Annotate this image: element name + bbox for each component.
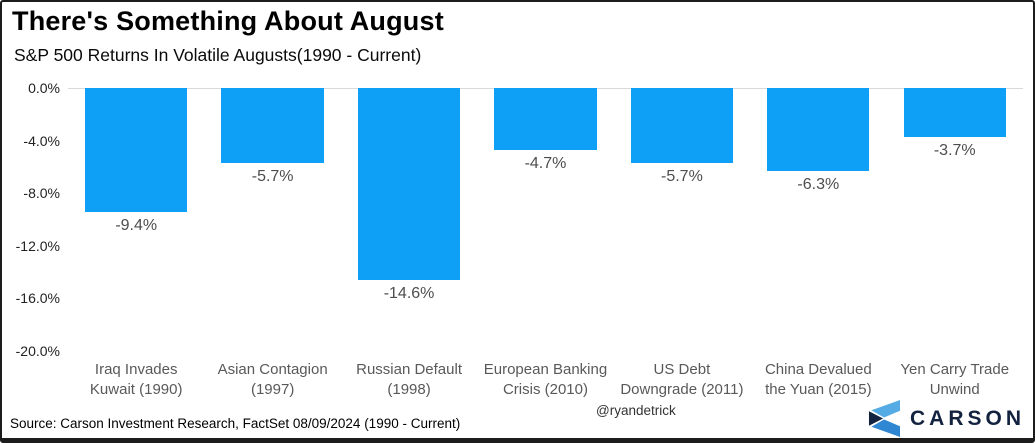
category-label-line: Asian Contagion — [217, 361, 328, 378]
plot-area: -9.4% -5.7% -14.6% -4.7% -5.7% -6.3% -3.7% — [68, 88, 1023, 351]
y-tick-label: -20.0% — [15, 343, 60, 359]
chart-subtitle: S&P 500 Returns In Volatile Augusts(1990… — [14, 45, 422, 65]
chart-title: There's Something About August — [12, 6, 444, 36]
bar — [221, 88, 324, 163]
category-label-line: Russian Default — [356, 361, 462, 378]
y-tick-label: -4.0% — [23, 132, 60, 149]
source-note: Source: Carson Investment Research, Fact… — [10, 416, 461, 431]
category-label-line: Iraq Invades — [94, 361, 178, 378]
bar-column: -4.7% — [477, 88, 613, 173]
carson-logo-text: CARSON — [909, 406, 1025, 430]
bar-column: -5.7% — [204, 88, 340, 186]
y-tick-label: -8.0% — [23, 185, 60, 202]
category-label-line: US Debt — [653, 361, 711, 378]
x-axis-labels: Iraq Invades Kuwait (1990) Asian Contagion… — [68, 351, 1023, 399]
category-label-line: China Devalued — [764, 361, 872, 378]
bar — [494, 88, 597, 150]
bar-chart: 0.0% -4.0% -8.0% -12.0% -16.0% -20.0% -9.4% -5… — [2, 80, 1023, 399]
footer: Source: Carson Investment Research, Fact… — [2, 398, 1033, 438]
category-label: China Devalued the Yuan (2015) — [750, 360, 886, 399]
bar-value-label: -6.3% — [797, 175, 840, 193]
y-tick-label: -16.0% — [15, 290, 60, 307]
carson-logo-icon — [868, 400, 901, 437]
carson-logo: CARSON — [868, 399, 1025, 438]
category-label: Iraq Invades Kuwait (1990) — [68, 360, 204, 399]
category-label-line: European Banking — [483, 361, 608, 378]
bar-column: -3.7% — [887, 88, 1023, 160]
bar-column: -6.3% — [750, 88, 886, 194]
y-axis: 0.0% -4.0% -8.0% -12.0% -16.0% -20.0% — [2, 80, 64, 359]
y-tick-label: -12.0% — [15, 237, 60, 254]
bar — [630, 88, 734, 163]
bar-column: -14.6% — [341, 88, 477, 303]
category-label-line: (1998) — [387, 380, 431, 398]
bar — [85, 88, 188, 212]
category-label: European Banking Crisis (2010) — [477, 360, 613, 399]
category-label-line: Downgrade (2011) — [620, 380, 744, 398]
bar-value-label: -5.7% — [251, 168, 294, 185]
bar-value-label: -3.7% — [933, 141, 976, 159]
category-label: US Debt Downgrade (2011) — [614, 360, 750, 399]
bar — [357, 88, 461, 280]
bar-value-label: -5.7% — [661, 168, 703, 185]
category-label-line: Unwind — [929, 380, 980, 398]
category-label-line: the Yuan (2015) — [765, 380, 872, 398]
category-label-line: Yen Carry Trade — [900, 361, 1010, 378]
category-label-line: (1997) — [250, 380, 295, 398]
bar-column: -5.7% — [614, 88, 750, 186]
category-label: Russian Default (1998) — [341, 360, 477, 399]
category-label-line: Crisis (2010) — [502, 380, 588, 398]
bar-value-label: -14.6% — [383, 285, 435, 302]
bar-value-label: -9.4% — [115, 216, 158, 234]
category-label: Yen Carry Trade Unwind — [887, 360, 1023, 399]
bar-value-label: -4.7% — [524, 154, 567, 172]
category-label: Asian Contagion (1997) — [204, 360, 340, 399]
bar — [903, 88, 1006, 137]
bar-column: -9.4% — [68, 88, 204, 235]
bar — [767, 88, 870, 171]
category-label-line: Kuwait (1990) — [89, 380, 183, 398]
y-tick-label: 0.0% — [28, 80, 60, 96]
author-handle: @ryandetrick — [596, 403, 676, 418]
